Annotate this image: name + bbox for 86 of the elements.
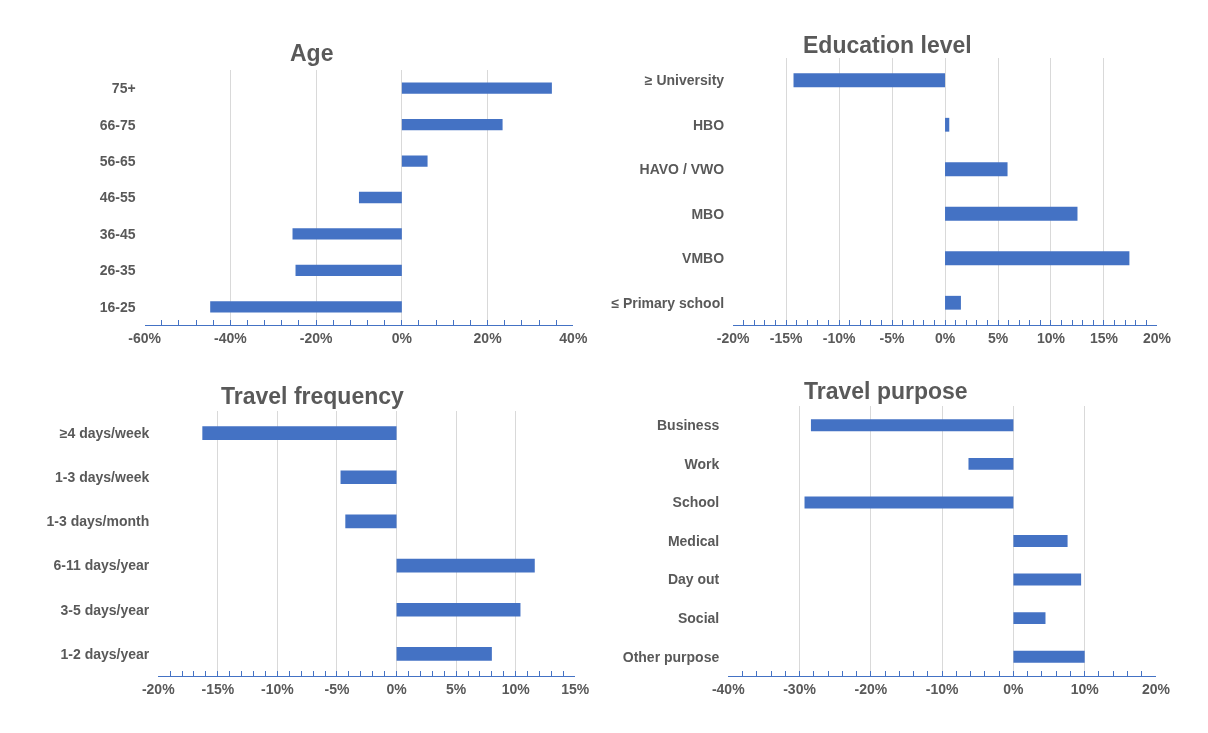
y-tick-label: Work xyxy=(684,455,720,472)
chart-title: Travel frequency xyxy=(221,383,405,409)
y-tick-label: VMBO xyxy=(682,250,725,267)
x-tick-label: -40% xyxy=(214,329,248,346)
x-tick-label: -15% xyxy=(769,329,803,346)
x-tick-label: -40% xyxy=(711,680,746,697)
bar xyxy=(1013,535,1068,547)
bar xyxy=(295,264,402,276)
y-tick-label: 1-2 days/year xyxy=(60,645,150,662)
bar xyxy=(810,419,1014,432)
y-tick-label: Other purpose xyxy=(622,648,720,665)
bar xyxy=(202,426,397,440)
bar xyxy=(1013,573,1082,586)
y-tick-label: School xyxy=(672,494,720,511)
bar xyxy=(945,251,1130,266)
y-tick-label: Business xyxy=(656,417,720,434)
y-tick-label: 75+ xyxy=(111,80,136,97)
x-tick-label: 10% xyxy=(1036,329,1066,346)
bar xyxy=(210,301,402,313)
chart-title: Travel purpose xyxy=(804,378,968,404)
x-tick-label: -20% xyxy=(716,329,750,346)
y-tick-label: 3-5 days/year xyxy=(60,601,150,618)
x-tick-label: -20% xyxy=(299,329,333,346)
x-tick-label: 15% xyxy=(561,680,590,697)
bar xyxy=(358,191,402,204)
x-tick-label: -10% xyxy=(261,680,295,697)
y-tick-label: ≥ University xyxy=(644,72,725,89)
x-tick-label: 20% xyxy=(1142,329,1172,346)
x-tick-label: -10% xyxy=(822,329,856,346)
x-tick-label: 0% xyxy=(1003,680,1025,697)
y-tick-label: 26-35 xyxy=(99,262,136,279)
x-tick-label: 0% xyxy=(386,680,408,697)
y-tick-label: 16-25 xyxy=(99,298,136,315)
x-tick-label: -60% xyxy=(128,329,162,346)
y-tick-label: 1-3 days/week xyxy=(55,469,150,486)
x-tick-label: -5% xyxy=(324,680,350,697)
bar xyxy=(401,119,503,131)
y-tick-label: Medical xyxy=(667,532,720,549)
y-tick-label: ≤ Primary school xyxy=(611,294,725,311)
y-tick-label: Social xyxy=(677,610,720,627)
bar xyxy=(1013,650,1085,663)
bar xyxy=(292,228,402,240)
x-tick-label: -20% xyxy=(854,680,888,697)
x-tick-label: -20% xyxy=(141,680,176,697)
y-tick-label: 36-45 xyxy=(99,225,136,242)
bar xyxy=(396,558,535,573)
chart-title: Age xyxy=(290,40,334,66)
bar xyxy=(968,457,1014,470)
bar xyxy=(340,470,397,485)
bar xyxy=(396,647,492,661)
x-tick-label: -30% xyxy=(783,680,817,697)
y-tick-label: HAVO / VWO xyxy=(639,161,725,178)
x-tick-label: 5% xyxy=(446,680,467,697)
bar xyxy=(1013,612,1046,625)
bar xyxy=(945,162,1008,177)
bar xyxy=(345,514,397,529)
bar xyxy=(945,295,961,310)
y-tick-label: Day out xyxy=(667,571,720,588)
x-tick-label: 0% xyxy=(391,329,413,346)
y-tick-label: 46-55 xyxy=(99,189,136,206)
y-tick-label: 66-75 xyxy=(99,116,136,133)
y-tick-label: MBO xyxy=(691,205,725,222)
y-tick-label: 6-11 days/year xyxy=(53,557,150,574)
x-tick-label: -5% xyxy=(879,329,906,346)
x-tick-label: 10% xyxy=(501,680,531,697)
x-tick-label: 5% xyxy=(987,329,1009,346)
x-tick-label: 20% xyxy=(473,329,503,346)
x-tick-label: -15% xyxy=(201,680,235,697)
x-tick-label: 10% xyxy=(1070,680,1100,697)
y-tick-label: HBO xyxy=(692,116,725,133)
y-tick-label: 1-3 days/month xyxy=(46,513,150,530)
bar xyxy=(396,602,521,617)
x-tick-label: 40% xyxy=(559,329,588,346)
y-tick-label: 56-65 xyxy=(99,152,136,169)
bar xyxy=(401,155,428,167)
x-tick-label: -10% xyxy=(925,680,959,697)
bar xyxy=(945,206,1078,221)
y-tick-label: ≥4 days/week xyxy=(59,424,150,441)
bar xyxy=(945,117,950,132)
x-tick-label: 20% xyxy=(1141,680,1171,697)
bar xyxy=(401,82,552,94)
x-tick-label: 0% xyxy=(934,329,956,346)
x-tick-label: 15% xyxy=(1089,329,1119,346)
chart-title: Education level xyxy=(803,32,972,58)
bar xyxy=(793,73,946,88)
bar xyxy=(804,496,1014,509)
